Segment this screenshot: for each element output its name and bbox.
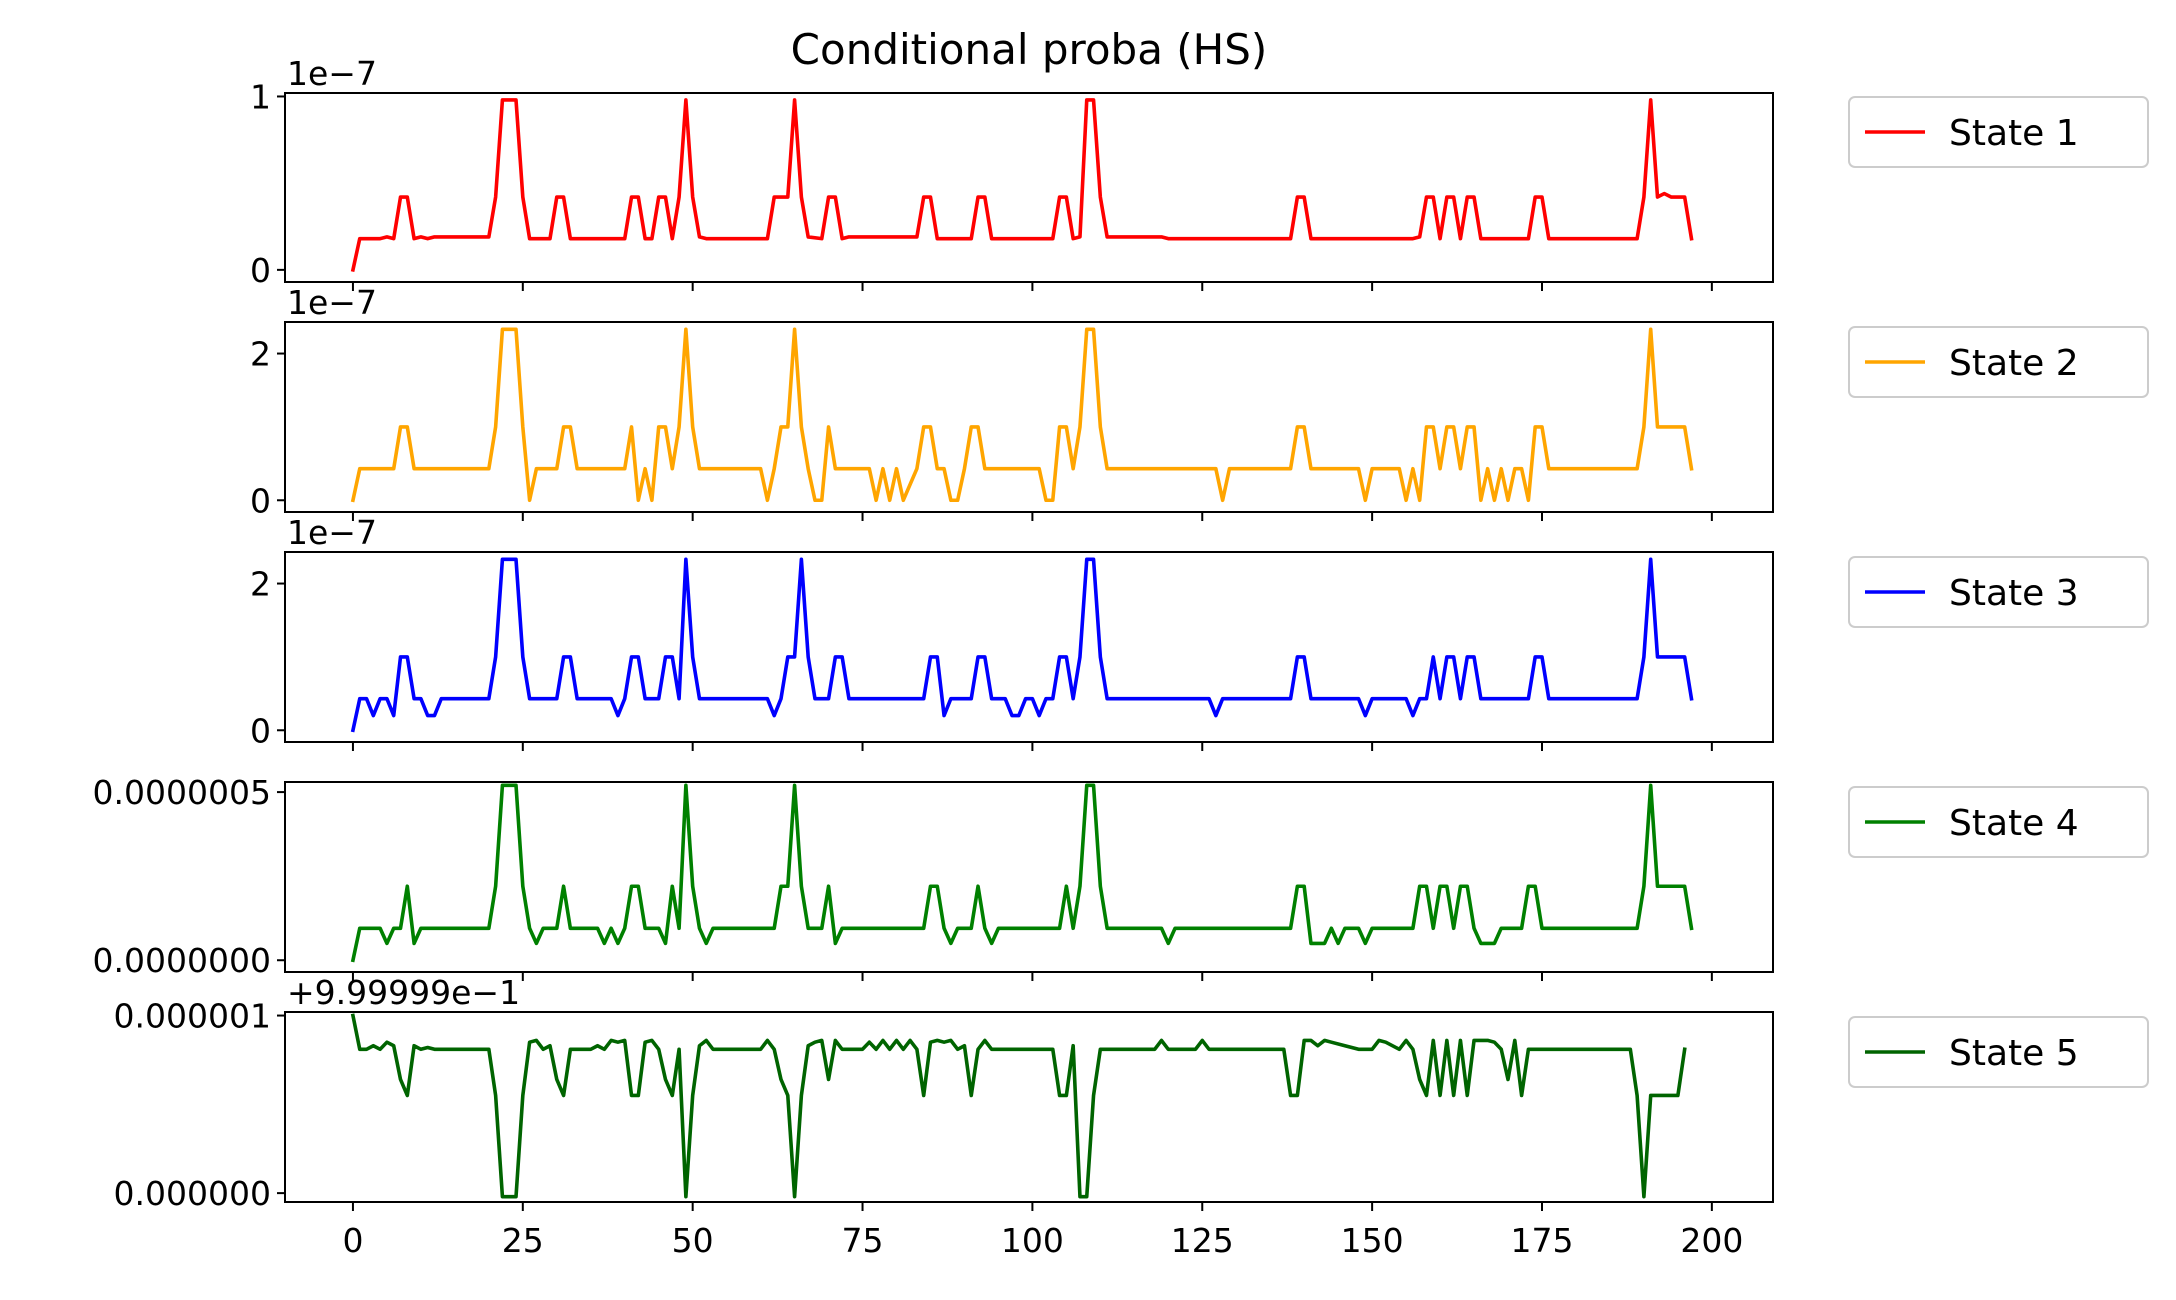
- axis-offset-label: 1e−7: [287, 54, 377, 93]
- series-line-state-2: [350, 327, 1694, 503]
- legend-box: [1848, 556, 2149, 628]
- series-line-state-5: [350, 1013, 1687, 1199]
- legend-state-3: State 3: [1848, 556, 2149, 628]
- legend-box: [1848, 1016, 2149, 1088]
- x-tick-label: 50: [672, 1221, 714, 1260]
- legend-state-5: State 5: [1848, 1016, 2149, 1088]
- legend-box: [1848, 786, 2149, 858]
- chart-title: Conditional proba (HS): [791, 25, 1268, 74]
- legend-label: State 3: [1949, 573, 2079, 614]
- axes-frame: [284, 551, 1774, 743]
- subplot-state-3: 0 2 1e−7: [250, 513, 1774, 751]
- axes-frame: [284, 781, 1774, 973]
- y-tick-label: 0: [250, 711, 271, 750]
- subplot-state-4: 0.0000000 0.0000005: [93, 773, 1774, 981]
- y-tick-label: 0.000000: [114, 1174, 271, 1213]
- legend-label: State 5: [1949, 1033, 2079, 1074]
- y-tick-label: 0: [250, 481, 271, 520]
- series-line-state-1: [350, 98, 1694, 273]
- y-tick-label: 2: [250, 335, 271, 374]
- legend-box: [1848, 96, 2149, 168]
- y-tick-label: 1: [250, 77, 271, 116]
- series-line-state-3: [350, 557, 1694, 733]
- x-tick-label: 0: [342, 1221, 363, 1260]
- axes-frame: [284, 1011, 1774, 1203]
- x-tick-label: 125: [1171, 1221, 1234, 1260]
- axes-frame: [284, 321, 1774, 513]
- axis-offset-label: 1e−7: [287, 283, 377, 322]
- y-tick-label: 2: [250, 565, 271, 604]
- subplot-state-2: 0 2 1e−7: [250, 283, 1774, 521]
- legend-label: State 1: [1949, 113, 2079, 154]
- x-tick-label: 150: [1341, 1221, 1404, 1260]
- x-tick-label: 100: [1001, 1221, 1064, 1260]
- y-tick-label: 0.0000000: [93, 941, 271, 980]
- axis-offset-label: +9.99999e−1: [287, 973, 520, 1012]
- legend-state-1: State 1: [1848, 96, 2149, 168]
- x-tick-label: 25: [502, 1221, 544, 1260]
- x-tick-label: 175: [1510, 1221, 1573, 1260]
- y-tick-label: 0: [250, 251, 271, 290]
- subplot-state-5: 0.000000 0.000001 +9.99999e−1 0 25 50 75 100 125…: [114, 973, 1774, 1260]
- x-tick-label: 200: [1680, 1221, 1743, 1260]
- legend-state-2: State 2: [1848, 326, 2149, 398]
- subplot-state-1: 0 1 1e−7: [250, 54, 1774, 291]
- series-line-state-4: [350, 783, 1694, 963]
- legend-label: State 4: [1949, 803, 2079, 844]
- axes-frame: [284, 92, 1774, 283]
- y-tick-label: 0.0000005: [93, 773, 271, 812]
- legend-state-4: State 4: [1848, 786, 2149, 858]
- y-tick-label: 0.000001: [114, 997, 271, 1036]
- axis-offset-label: 1e−7: [287, 513, 377, 552]
- legend-label: State 2: [1949, 343, 2079, 384]
- x-tick-label: 75: [842, 1221, 884, 1260]
- legend-box: [1848, 326, 2149, 398]
